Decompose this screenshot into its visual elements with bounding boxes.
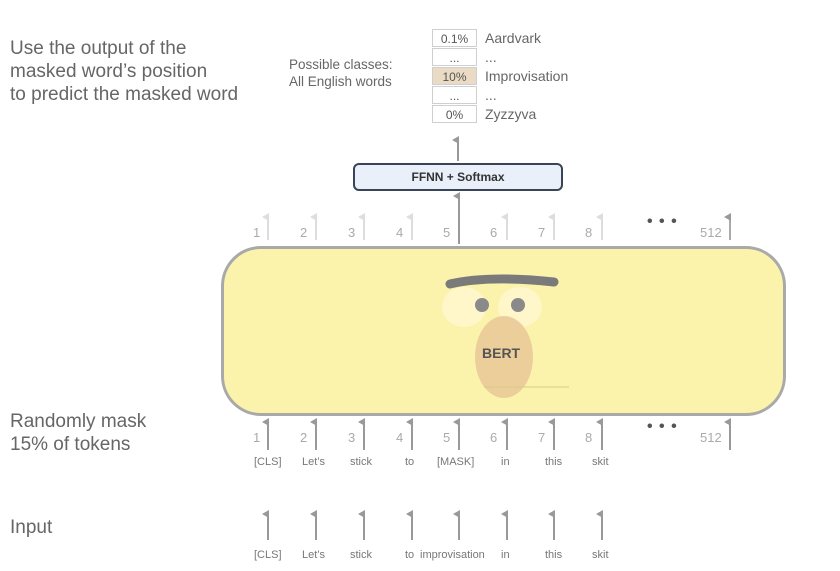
masked-token: Let’s: [302, 456, 326, 468]
masked-token: skit: [592, 456, 609, 468]
masked-token: to: [405, 456, 415, 468]
nose-shape: [475, 316, 533, 398]
input-token: this: [545, 549, 563, 561]
position-number: 5: [443, 430, 451, 445]
position-number: 5: [443, 225, 451, 240]
input-token-masked-word: improvisation: [420, 549, 485, 561]
left-pupil: [475, 298, 489, 312]
position-number: 2: [300, 430, 308, 445]
predict-line-3: to predict the masked word: [10, 84, 239, 105]
input-token: [CLS]: [254, 549, 282, 561]
bert-label: BERT: [482, 345, 521, 361]
ellipsis-dots: • • •: [647, 213, 678, 230]
probability-row: 10% Improvisation: [432, 67, 592, 86]
position-number: 2: [300, 225, 308, 240]
probability-row: ... ...: [432, 86, 592, 105]
probability-value: ...: [432, 86, 477, 104]
probability-value: ...: [432, 48, 477, 66]
masked-token: this: [545, 456, 563, 468]
position-number: 4: [396, 225, 404, 240]
class-word: Aardvark: [485, 30, 542, 46]
ffnn-softmax-box: FFNN + Softmax: [353, 163, 563, 191]
input-token: in: [501, 549, 510, 561]
probability-row: 0% Zyzzyva: [432, 105, 592, 124]
probability-value-highlighted: 10%: [432, 67, 477, 85]
masked-token: in: [501, 456, 510, 468]
position-number: 6: [490, 225, 498, 240]
position-number: 1: [253, 430, 261, 445]
input-token: stick: [350, 549, 372, 561]
probability-row: 0.1% Aardvark: [432, 29, 592, 48]
input-token: Let’s: [302, 549, 326, 561]
class-word: Improvisation: [485, 68, 569, 84]
input-token: skit: [592, 549, 609, 561]
predict-line-2: masked word’s position: [10, 61, 208, 82]
class-word: ...: [485, 87, 497, 103]
position-number: 4: [396, 430, 404, 445]
class-word: ...: [485, 49, 497, 65]
class-word: Zyzzyva: [485, 106, 537, 122]
probability-value: 0.1%: [432, 29, 477, 47]
input-token: to: [405, 549, 415, 561]
position-number: 8: [585, 225, 593, 240]
bert-character-illustration: [442, 274, 569, 398]
mask-description: Randomly mask 15% of tokens: [10, 410, 146, 456]
predict-line-1: Use the output of the: [10, 38, 187, 59]
position-number-last: 512: [700, 225, 722, 240]
ellipsis-dots: • • •: [647, 418, 678, 435]
position-number: 6: [490, 430, 498, 445]
input-description: Input: [10, 517, 53, 538]
mask-line-1: Randomly mask: [10, 411, 147, 432]
position-number: 1: [253, 225, 261, 240]
position-number: 8: [585, 430, 593, 445]
position-number-last: 512: [700, 430, 722, 445]
eyebrow-shape: [445, 274, 559, 289]
mask-line-2: 15% of tokens: [10, 434, 131, 455]
probability-table: 0.1% Aardvark ... ... 10% Improvisation …: [432, 29, 592, 124]
right-pupil: [511, 298, 525, 312]
masked-token-mask: [MASK]: [437, 456, 475, 468]
predict-description: Use the output of the masked word’s posi…: [10, 37, 238, 106]
left-eye-white: [442, 287, 486, 327]
masked-token: [CLS]: [254, 456, 282, 468]
classes-label-line-2: All English words: [289, 74, 392, 89]
probability-row: ... ...: [432, 48, 592, 67]
position-number: 3: [348, 225, 356, 240]
probability-value: 0%: [432, 105, 477, 123]
position-number: 7: [538, 430, 546, 445]
bert-model-box: BERT: [221, 246, 786, 416]
classes-label-line-1: Possible classes:: [289, 57, 393, 72]
masked-token: stick: [350, 456, 372, 468]
position-number: 3: [348, 430, 356, 445]
position-number: 7: [538, 225, 546, 240]
classes-label: Possible classes: All English words: [289, 56, 393, 90]
